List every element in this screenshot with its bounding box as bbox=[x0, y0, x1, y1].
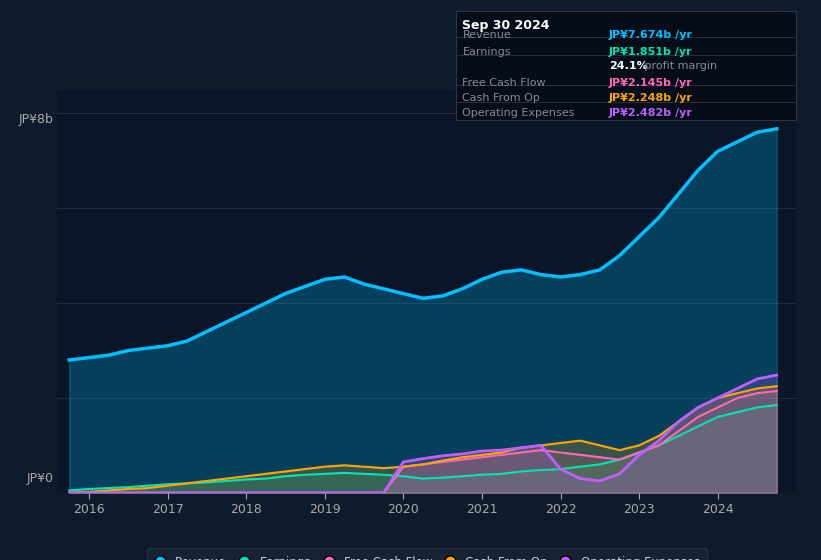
Text: Revenue: Revenue bbox=[462, 30, 511, 40]
Text: 24.1%: 24.1% bbox=[609, 61, 648, 71]
Text: JP¥2.145b /yr: JP¥2.145b /yr bbox=[609, 78, 693, 87]
Text: JP¥8b: JP¥8b bbox=[19, 113, 54, 127]
Text: Sep 30 2024: Sep 30 2024 bbox=[462, 19, 550, 32]
Text: profit margin: profit margin bbox=[641, 61, 718, 71]
Legend: Revenue, Earnings, Free Cash Flow, Cash From Op, Operating Expenses: Revenue, Earnings, Free Cash Flow, Cash … bbox=[147, 548, 707, 560]
Text: JP¥1.851b /yr: JP¥1.851b /yr bbox=[609, 47, 693, 57]
Text: JP¥2.248b /yr: JP¥2.248b /yr bbox=[609, 93, 693, 103]
Text: Earnings: Earnings bbox=[462, 47, 511, 57]
Text: JP¥0: JP¥0 bbox=[27, 472, 54, 485]
Text: JP¥7.674b /yr: JP¥7.674b /yr bbox=[609, 30, 693, 40]
Text: Free Cash Flow: Free Cash Flow bbox=[462, 78, 546, 87]
Text: Operating Expenses: Operating Expenses bbox=[462, 108, 575, 118]
Text: Cash From Op: Cash From Op bbox=[462, 93, 540, 103]
Text: JP¥2.482b /yr: JP¥2.482b /yr bbox=[609, 108, 693, 118]
